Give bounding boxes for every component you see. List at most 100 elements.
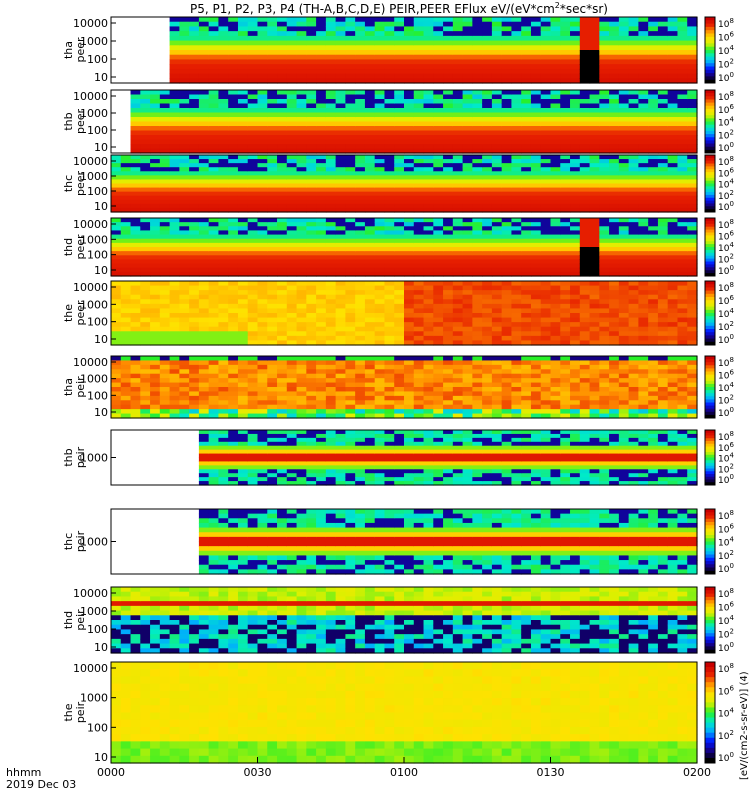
heat-cell — [570, 271, 581, 277]
heat-cell — [228, 17, 239, 23]
heat-cell — [501, 413, 513, 419]
heat-cell — [335, 207, 346, 213]
heat-cell — [443, 135, 454, 141]
heat-cell — [560, 364, 571, 370]
heat-cell — [159, 360, 171, 366]
heat-cell — [384, 409, 395, 415]
heat-cell — [657, 271, 669, 277]
heat-cell — [150, 195, 161, 201]
heat-cell — [394, 294, 405, 300]
heat-cell — [501, 360, 513, 366]
heat-cell — [550, 222, 561, 227]
heat-cell — [140, 255, 151, 261]
heat-cell — [618, 294, 630, 300]
heat-cell — [491, 230, 503, 236]
heat-cell — [570, 17, 581, 23]
heat-cell — [550, 126, 561, 132]
heat-cell — [325, 303, 337, 310]
heat-cell — [452, 78, 464, 84]
panel-probe-label: thb — [62, 112, 75, 130]
heat-cell — [628, 40, 639, 46]
heat-cell — [169, 271, 180, 277]
heat-cell — [648, 50, 659, 56]
heat-cell — [277, 391, 288, 397]
heat-cell — [228, 94, 239, 100]
heat-cell — [198, 303, 210, 310]
heat-cell — [384, 21, 395, 28]
heat-cell — [648, 195, 659, 201]
heat-cell — [325, 191, 337, 197]
heat-cell — [433, 218, 444, 223]
colorbar-step — [705, 174, 715, 179]
heat-cell — [247, 308, 259, 314]
heat-cell — [423, 191, 434, 197]
heat-cell — [482, 78, 493, 84]
heat-cell — [648, 187, 659, 193]
heat-cell — [267, 313, 278, 319]
colorbar-step — [705, 115, 715, 119]
heat-cell — [462, 251, 473, 256]
heat-cell — [609, 271, 620, 277]
heat-cell — [111, 238, 122, 244]
heat-cell — [511, 171, 522, 176]
heat-cell — [277, 40, 288, 46]
heat-cell — [335, 183, 346, 189]
heat-cell — [491, 117, 503, 123]
heat-cell — [208, 326, 220, 332]
heat-cell — [257, 135, 268, 141]
heat-cell — [394, 322, 405, 328]
heat-cell — [130, 222, 141, 227]
heat-cell — [384, 356, 395, 362]
heat-cell — [521, 108, 532, 114]
heat-cell — [550, 99, 561, 105]
heat-cell — [618, 230, 630, 236]
heat-cell — [169, 331, 180, 337]
heat-cell — [355, 117, 366, 123]
heat-cell — [589, 340, 600, 346]
heat-cell — [355, 290, 366, 296]
heat-cell — [482, 218, 493, 223]
heat-cell — [150, 226, 161, 232]
heat-cell — [687, 251, 698, 256]
heat-cell — [677, 126, 688, 132]
heat-cell — [443, 203, 454, 209]
heat-cell — [423, 187, 434, 193]
heat-cell — [277, 326, 288, 332]
heat-cell — [384, 290, 395, 296]
heat-cell — [599, 64, 610, 70]
colorbar-step — [705, 124, 715, 129]
heat-cell — [198, 391, 210, 397]
heat-cell — [286, 230, 298, 236]
heat-cell — [667, 271, 679, 277]
heat-cell — [355, 317, 366, 323]
heat-cell — [540, 413, 552, 419]
heat-cell — [530, 308, 542, 314]
heat-cell — [335, 378, 346, 384]
heat-cell — [423, 299, 434, 305]
heat-cell — [130, 191, 141, 197]
heat-cell — [267, 171, 278, 176]
heat-cell — [277, 144, 288, 150]
heat-cell — [257, 226, 268, 232]
heat-cell — [306, 191, 317, 197]
heat-cell — [169, 90, 180, 96]
heat-cell — [247, 326, 259, 332]
heat-cell — [423, 163, 434, 168]
heat-cell — [687, 130, 698, 136]
heat-cell — [140, 148, 151, 154]
heat-cell — [277, 117, 288, 123]
heat-cell — [364, 387, 376, 393]
heat-cell — [237, 400, 249, 406]
heat-cell — [628, 294, 639, 300]
heat-cell — [394, 222, 405, 227]
heat-cell — [404, 373, 415, 379]
heat-cell — [579, 285, 591, 291]
heat-cell — [570, 230, 581, 236]
heat-cell — [618, 64, 630, 70]
heat-cell — [159, 226, 171, 232]
heat-cell — [355, 108, 366, 114]
heat-cell — [511, 369, 522, 375]
heat-cell — [286, 187, 298, 193]
heat-cell — [618, 68, 630, 75]
heat-cell — [443, 139, 454, 145]
